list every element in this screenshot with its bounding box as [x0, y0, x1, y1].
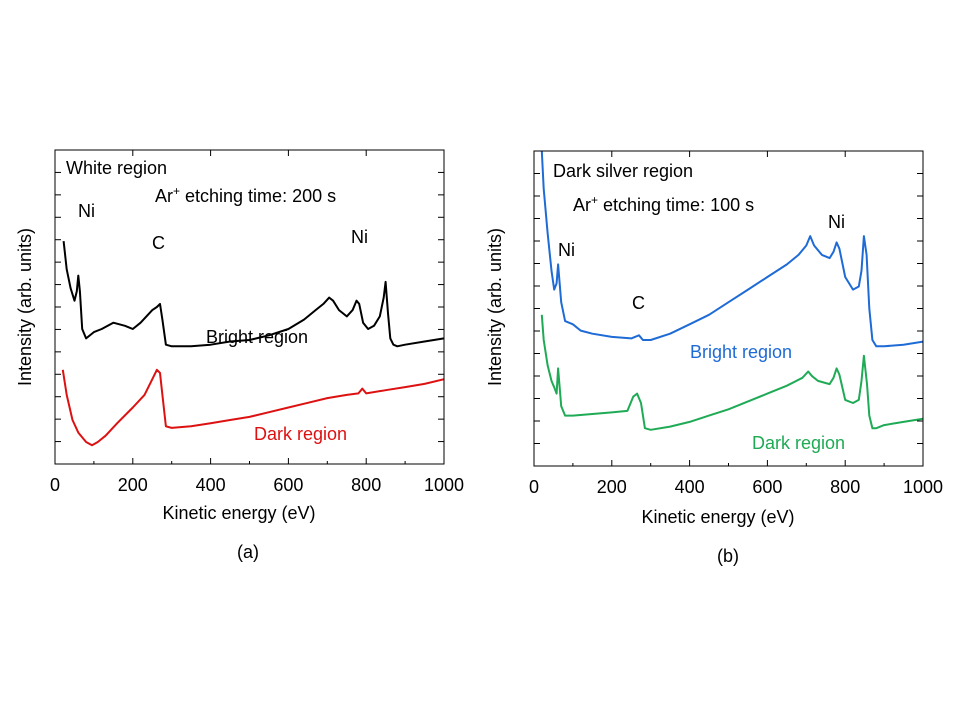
etching-sup: +	[173, 184, 180, 198]
panel-a-region-title: White region	[66, 158, 167, 178]
panel-b: (b) Intensity (arb. units) Kinetic energ…	[485, 150, 943, 566]
panel-a-peak-ni-high: Ni	[351, 227, 368, 247]
panel-b-bright-label: Bright region	[690, 342, 792, 362]
x-tick-label: 200	[118, 475, 148, 495]
panel-b-x-axis-label: Kinetic energy (eV)	[641, 507, 794, 527]
panel-a-dark-label: Dark region	[254, 424, 347, 444]
x-tick-label: 0	[529, 477, 539, 497]
x-tick-label: 600	[273, 475, 303, 495]
x-tick-label: 1000	[424, 475, 464, 495]
x-tick-label: 400	[196, 475, 226, 495]
series-line-bright	[540, 150, 924, 348]
panel-a-etching-annotation: Ar+ etching time: 200 s	[155, 184, 336, 206]
x-tick-label: 400	[675, 477, 705, 497]
x-tick-label: 800	[830, 477, 860, 497]
panel-b-dark-label: Dark region	[752, 433, 845, 453]
x-tick-label: 800	[351, 475, 381, 495]
panel-a-peak-c: C	[152, 233, 165, 253]
series-line-bright	[62, 240, 445, 348]
plot-series	[540, 150, 924, 431]
panel-b-peak-ni-high: Ni	[828, 212, 845, 232]
etching-rest: etching time: 100 s	[598, 195, 754, 215]
panel-b-peak-ni-low: Ni	[558, 240, 575, 260]
x-tick-label: 600	[752, 477, 782, 497]
panel-a-label: (a)	[237, 542, 259, 562]
panel-b-y-axis-label: Intensity (arb. units)	[485, 228, 505, 386]
etching-ar: Ar	[573, 195, 591, 215]
x-tick-label: 200	[597, 477, 627, 497]
panel-a-y-axis-label: Intensity (arb. units)	[15, 228, 35, 386]
etching-sup: +	[591, 193, 598, 207]
series-line-dark	[61, 368, 445, 447]
panel-b-label: (b)	[717, 546, 739, 566]
panel-b-peak-c: C	[632, 293, 645, 313]
panel-a-peak-ni-low: Ni	[78, 201, 95, 221]
panel-b-etching-annotation: Ar+ etching time: 100 s	[573, 193, 754, 215]
panel-a-bright-label: Bright region	[206, 327, 308, 347]
etching-ar: Ar	[155, 186, 173, 206]
plot-series	[61, 240, 445, 447]
x-tick-label: 1000	[903, 477, 943, 497]
panel-b-region-title: Dark silver region	[553, 161, 693, 181]
series-line-dark	[540, 314, 924, 431]
panel-a: (a) Intensity (arb. units) Kinetic energ…	[15, 149, 464, 562]
x-tick-label: 0	[50, 475, 60, 495]
panel-a-x-axis-label: Kinetic energy (eV)	[162, 503, 315, 523]
etching-rest: etching time: 200 s	[180, 186, 336, 206]
